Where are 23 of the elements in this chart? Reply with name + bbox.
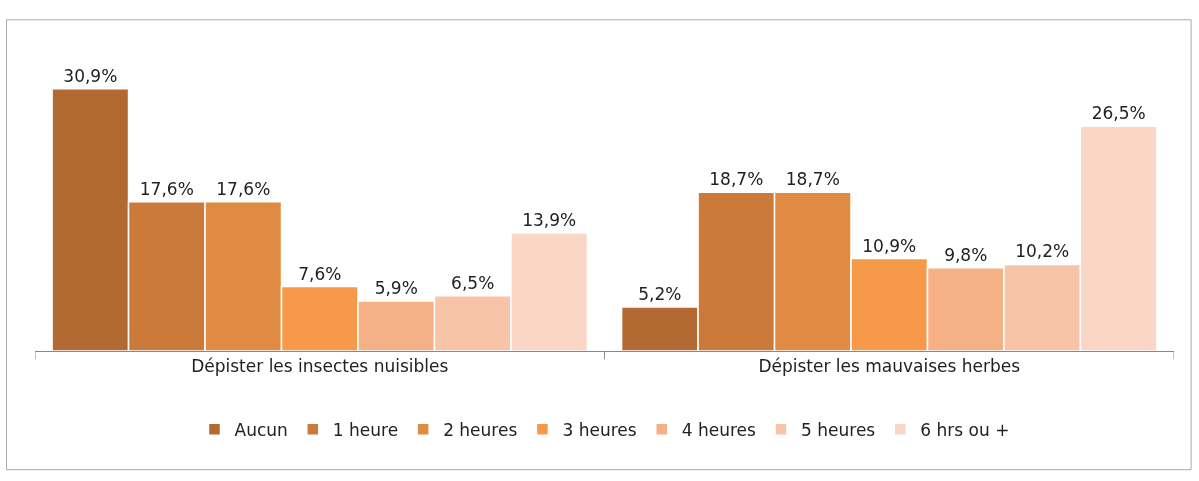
- data-label: 17,6%: [216, 178, 271, 199]
- legend-label: 5 heures: [801, 419, 876, 440]
- legend-label: 2 heures: [443, 419, 518, 440]
- data-label: 17,6%: [139, 178, 194, 199]
- data-label: 6,5%: [451, 272, 495, 293]
- data-label: 5,9%: [374, 277, 418, 298]
- data-label: 18,7%: [785, 169, 840, 190]
- legend-label: 1 heure: [332, 419, 399, 440]
- x-tick-label: Dépister les mauvaises herbes: [758, 356, 1021, 377]
- data-label: 10,2%: [1015, 241, 1070, 262]
- data-label: 18,7%: [709, 169, 764, 190]
- data-label: 10,9%: [862, 235, 917, 256]
- data-label: 26,5%: [1091, 103, 1146, 124]
- legend-label: 3 heures: [562, 419, 637, 440]
- data-label: 5,2%: [638, 283, 682, 304]
- x-tick-label: Dépister les insectes nuisibles: [191, 356, 449, 377]
- data-label: 9,8%: [944, 244, 988, 265]
- legend-label: Aucun: [234, 419, 288, 440]
- data-label: 7,6%: [298, 263, 342, 284]
- legend-label: 4 heures: [681, 419, 757, 440]
- data-label: 13,9%: [522, 210, 577, 231]
- data-label: 30,9%: [63, 65, 118, 86]
- legend-label: 6 hrs ou +: [920, 419, 1010, 440]
